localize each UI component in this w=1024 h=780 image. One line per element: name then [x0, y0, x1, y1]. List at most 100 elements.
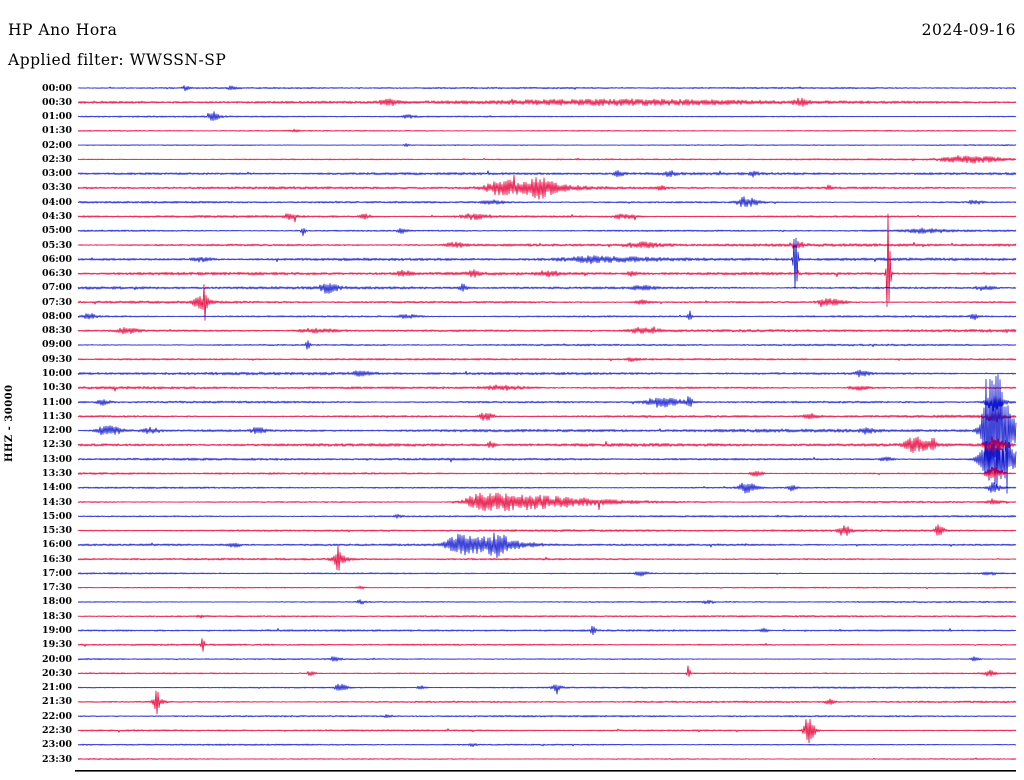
seismogram-trace-10:30: [77, 384, 1017, 392]
row-time-label: 06:30: [42, 268, 72, 280]
row-time-label: 04:30: [42, 210, 72, 222]
row-time-label: 12:00: [42, 425, 72, 437]
seismogram-trace-21:00: [77, 683, 1017, 695]
row-time-label: 02:00: [42, 139, 72, 151]
seismogram-trace-20:00: [77, 656, 1017, 662]
row-time-label: 00:00: [42, 82, 72, 94]
seismogram-trace-04:30: [77, 213, 1017, 223]
seismogram-trace-03:30: [77, 174, 1017, 200]
row-time-label: 16:00: [42, 539, 72, 551]
seismogram-trace-23:00: [77, 743, 1017, 747]
date-label: 2024-09-16: [921, 21, 1016, 39]
row-time-label: 20:00: [42, 653, 72, 665]
seismogram-trace-06:00: [77, 237, 1017, 290]
seismogram-trace-02:00: [77, 143, 1017, 147]
row-time-label: 03:00: [42, 168, 72, 180]
row-time-label: 11:30: [42, 410, 72, 422]
seismogram-trace-18:00: [77, 599, 1017, 605]
row-time-label: 16:30: [42, 553, 72, 565]
row-time-label: 14:00: [42, 482, 72, 494]
row-time-label: 22:00: [42, 710, 72, 722]
row-time-label: 18:30: [42, 610, 72, 622]
bottom-frame-line: [75, 770, 1016, 772]
row-time-label: 12:30: [42, 439, 72, 451]
row-time-label: 15:00: [42, 510, 72, 522]
seismogram-trace-12:00: [77, 374, 1017, 494]
row-time-label: 09:00: [42, 339, 72, 351]
seismogram-trace-19:00: [77, 625, 1017, 636]
row-time-label: 01:30: [42, 125, 72, 137]
seismogram-trace-04:00: [77, 196, 1017, 208]
row-time-label: 05:00: [42, 225, 72, 237]
seismogram-trace-08:00: [77, 310, 1017, 321]
seismogram-trace-01:00: [77, 111, 1017, 121]
row-time-label: 18:00: [42, 596, 72, 608]
seismogram-trace-23:30: [77, 757, 1017, 761]
seismogram-trace-21:30: [77, 690, 1017, 715]
row-time-label: 06:00: [42, 253, 72, 265]
row-time-label: 22:30: [42, 724, 72, 736]
row-time-label: 05:30: [42, 239, 72, 251]
seismogram-trace-13:30: [77, 466, 1017, 480]
seismogram-trace-19:30: [77, 638, 1017, 652]
seismogram-trace-11:00: [77, 393, 1017, 412]
seismogram-trace-16:00: [77, 532, 1017, 558]
row-time-label: 17:30: [42, 582, 72, 594]
seismogram-trace-17:30: [77, 585, 1017, 590]
seismogram-trace-12:30: [77, 436, 1017, 454]
row-time-label: 17:00: [42, 567, 72, 579]
row-time-label: 21:00: [42, 682, 72, 694]
seismogram-trace-05:30: [77, 241, 1017, 249]
time-label-column: 00:00 00:30 01:00 01:30 02:00 02:30 03:00 03:30…: [0, 0, 74, 780]
seismogram-trace-08:30: [77, 326, 1017, 335]
station-title: HP Ano Hora: [8, 21, 118, 39]
row-time-label: 23:30: [42, 753, 72, 765]
seismogram-trace-00:30: [77, 97, 1017, 107]
row-time-label: 11:00: [42, 396, 72, 408]
seismogram-trace-11:30: [77, 410, 1017, 423]
row-time-label: 23:00: [42, 739, 72, 751]
row-time-label: 08:00: [42, 310, 72, 322]
seismogram-trace-01:30: [77, 128, 1017, 133]
seismogram-trace-00:00: [77, 85, 1017, 92]
seismogram-trace-13:00: [77, 440, 1017, 485]
row-time-label: 10:30: [42, 382, 72, 394]
seismogram-trace-16:30: [77, 545, 1017, 571]
seismogram-trace-09:00: [77, 340, 1017, 350]
row-time-label: 00:30: [42, 96, 72, 108]
seismogram-trace-14:00: [77, 482, 1017, 494]
seismogram-trace-10:00: [77, 369, 1017, 378]
row-time-label: 14:30: [42, 496, 72, 508]
seismogram-trace-02:30: [77, 155, 1017, 164]
row-time-label: 19:00: [42, 625, 72, 636]
seismogram-trace-18:30: [77, 614, 1017, 619]
seismogram-trace-09:30: [77, 357, 1017, 363]
seismogram-trace-15:30: [77, 524, 1017, 536]
row-time-label: 15:30: [42, 525, 72, 537]
seismogram-trace-22:30: [77, 718, 1017, 744]
seismogram-trace-17:00: [77, 571, 1017, 577]
row-time-label: 07:00: [42, 282, 72, 294]
row-time-label: 19:30: [42, 639, 72, 651]
row-time-label: 20:30: [42, 667, 72, 679]
row-time-label: 09:30: [42, 353, 72, 365]
seismogram-trace-07:00: [77, 283, 1017, 294]
row-time-label: 13:00: [42, 453, 72, 465]
row-time-label: 13:30: [42, 467, 72, 479]
filter-label: Applied filter: WWSSN-SP: [8, 51, 227, 69]
seismogram-trace-20:30: [77, 665, 1017, 677]
row-time-label: 08:30: [42, 325, 72, 337]
seismogram-trace-07:30: [77, 284, 1017, 321]
row-time-label: 02:30: [42, 153, 72, 165]
seismogram-trace-22:00: [77, 714, 1017, 718]
row-time-label: 04:00: [42, 196, 72, 208]
row-time-label: 10:00: [42, 368, 72, 380]
row-time-label: 07:30: [42, 296, 72, 308]
row-time-label: 03:30: [42, 182, 72, 194]
seismogram-trace-15:00: [77, 513, 1017, 519]
seismogram-trace-14:30: [77, 492, 1017, 512]
seismogram-trace-06:30: [77, 213, 1017, 307]
row-time-label: 01:00: [42, 111, 72, 123]
